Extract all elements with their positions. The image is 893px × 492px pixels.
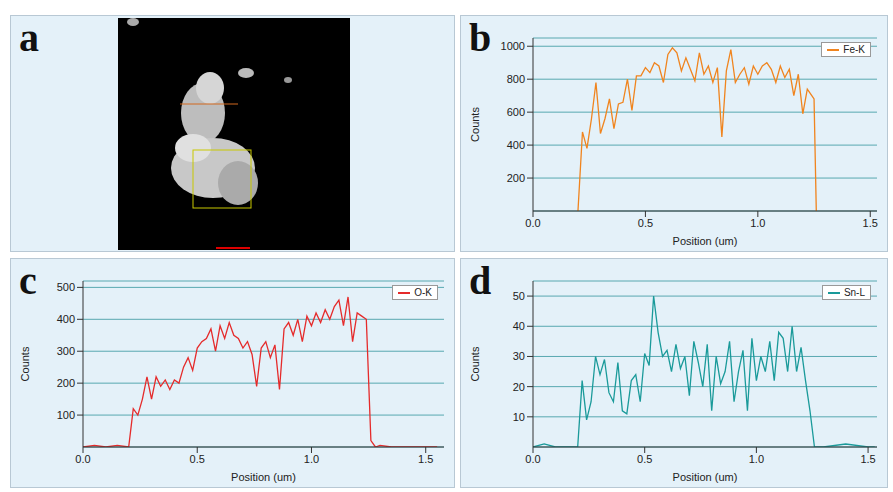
html-text:b: b bbox=[469, 15, 492, 60]
svg-text:1.0: 1.0 bbox=[749, 453, 764, 465]
svg-text:400: 400 bbox=[57, 313, 75, 325]
svg-text:Counts: Counts bbox=[469, 107, 481, 142]
svg-text:50: 50 bbox=[513, 290, 525, 302]
svg-text:100: 100 bbox=[57, 409, 75, 421]
svg-text:1000: 1000 bbox=[501, 40, 525, 52]
html-text:Fe-K: Fe-K bbox=[843, 44, 865, 55]
svg-text:200: 200 bbox=[507, 172, 525, 184]
html-text:a: a bbox=[19, 15, 39, 60]
svg-text:0.5: 0.5 bbox=[190, 453, 205, 465]
svg-text:0.0: 0.0 bbox=[75, 453, 90, 465]
svg-text:1.5: 1.5 bbox=[860, 453, 875, 465]
svg-text:Position (um): Position (um) bbox=[673, 235, 738, 247]
svg-text:300: 300 bbox=[57, 345, 75, 357]
svg-text:1.5: 1.5 bbox=[418, 453, 433, 465]
svg-text:20: 20 bbox=[513, 381, 525, 393]
svg-text:10: 10 bbox=[513, 411, 525, 423]
svg-text:Position (um): Position (um) bbox=[673, 471, 738, 483]
svg-text:1.0: 1.0 bbox=[304, 453, 319, 465]
svg-text:Counts: Counts bbox=[469, 346, 481, 381]
html-text:O-K: O-K bbox=[414, 287, 432, 298]
svg-text:1.5: 1.5 bbox=[863, 217, 878, 229]
svg-text:200: 200 bbox=[57, 377, 75, 389]
svg-text:Position (um): Position (um) bbox=[231, 471, 296, 483]
svg-text:40: 40 bbox=[513, 320, 525, 332]
svg-text:800: 800 bbox=[507, 73, 525, 85]
svg-text:0.5: 0.5 bbox=[638, 217, 653, 229]
svg-text:30: 30 bbox=[513, 350, 525, 362]
svg-text:Counts: Counts bbox=[19, 346, 31, 381]
html-text:Sn-L: Sn-L bbox=[843, 287, 865, 298]
svg-text:0.0: 0.0 bbox=[525, 453, 540, 465]
svg-text:500: 500 bbox=[57, 281, 75, 293]
svg-text:600: 600 bbox=[507, 106, 525, 118]
svg-text:400: 400 bbox=[507, 139, 525, 151]
svg-text:1.0: 1.0 bbox=[750, 217, 765, 229]
html-text:d: d bbox=[469, 258, 492, 303]
html-text:c: c bbox=[19, 258, 37, 303]
svg-text:0.5: 0.5 bbox=[637, 453, 652, 465]
svg-text:0.0: 0.0 bbox=[525, 217, 540, 229]
